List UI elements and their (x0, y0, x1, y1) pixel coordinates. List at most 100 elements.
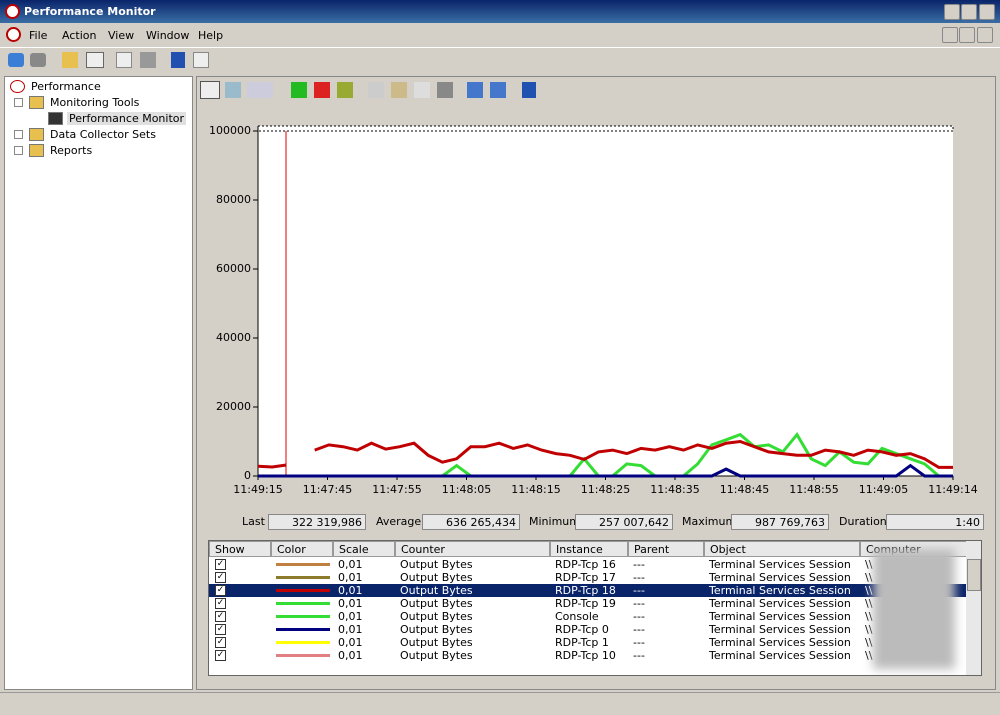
column-header[interactable]: Parent (628, 541, 704, 557)
child-restore[interactable] (959, 27, 975, 43)
table-row[interactable]: ✓ 0,01 Output Bytes RDP-Tcp 16 --- Terminal S… (209, 558, 966, 571)
child-close[interactable] (977, 27, 993, 43)
stat-label: Average (376, 515, 422, 528)
cell-computer: \\ (865, 558, 873, 571)
cell-parent: --- (633, 623, 645, 636)
forward[interactable] (30, 53, 46, 67)
minimize[interactable] (944, 4, 960, 20)
table-row[interactable]: ✓ 0,01 Output Bytes Console --- Terminal Serv… (209, 610, 966, 623)
cell-computer: \\ (865, 610, 873, 623)
tb-add[interactable] (291, 82, 307, 98)
tb-type[interactable] (247, 82, 273, 98)
cell-parent: --- (633, 597, 645, 610)
menu-item[interactable]: Window (146, 29, 190, 42)
close[interactable] (979, 4, 995, 20)
stat-label: Minimum (529, 515, 580, 528)
cell-parent: --- (633, 571, 645, 584)
cell-object: Terminal Services Session (709, 597, 851, 610)
cell-scale: 0,01 (338, 584, 363, 597)
column-header[interactable]: Color (271, 541, 333, 557)
up[interactable] (62, 52, 78, 68)
stat-value: 257 007,642 (599, 516, 669, 529)
tb-delete[interactable] (314, 82, 330, 98)
table-row[interactable]: ✓ 0,01 Output Bytes RDP-Tcp 10 --- Terminal S… (209, 649, 966, 662)
hatch (257, 125, 954, 132)
checkbox: ✓ (215, 598, 226, 609)
checkbox: ✓ (215, 637, 226, 648)
stat-value: 636 265,434 (446, 516, 516, 529)
column-header[interactable]: Scale (333, 541, 395, 557)
table-row[interactable]: ✓ 0,01 Output Bytes RDP-Tcp 17 --- Terminal S… (209, 571, 966, 584)
tb-update[interactable] (490, 82, 506, 98)
properties[interactable] (116, 52, 132, 68)
stat-label: Last (242, 515, 265, 528)
table-row[interactable]: ✓ 0,01 Output Bytes RDP-Tcp 19 --- Terminal S… (209, 597, 966, 610)
y-tick-label: 0 (244, 469, 251, 482)
cell-scale: 0,01 (338, 610, 363, 623)
tree-label[interactable]: Performance Monitor (67, 112, 187, 125)
tb-freeze[interactable] (467, 82, 483, 98)
column-header[interactable]: Counter (395, 541, 550, 557)
tb-highlight[interactable] (337, 82, 353, 98)
column-header[interactable]: Object (704, 541, 860, 557)
x-tick-label: 11:48:15 (511, 483, 560, 496)
tb-props[interactable] (414, 82, 430, 98)
help[interactable] (171, 52, 185, 68)
cell-scale: 0,01 (338, 623, 363, 636)
tree-label[interactable]: Reports (50, 144, 93, 157)
cell-object: Terminal Services Session (709, 649, 851, 662)
cell-scale: 0,01 (338, 558, 363, 571)
cell-counter: Output Bytes (400, 558, 473, 571)
tb-clear[interactable] (225, 82, 241, 98)
expander[interactable] (14, 146, 23, 155)
checkbox: ✓ (215, 585, 226, 596)
tree-label[interactable]: Data Collector Sets (50, 128, 156, 141)
app-icon (5, 4, 20, 19)
tb-zoom[interactable] (437, 82, 453, 98)
x-tick-label: 11:49:14 (928, 483, 977, 496)
expander[interactable] (14, 130, 23, 139)
tree-label[interactable]: Performance (31, 80, 101, 93)
back[interactable] (8, 53, 24, 67)
x-tick-label: 11:49:05 (859, 483, 908, 496)
child-min[interactable] (942, 27, 958, 43)
tb-paste[interactable] (391, 82, 407, 98)
table-row[interactable]: ✓ 0,01 Output Bytes RDP-Tcp 0 --- Terminal Se… (209, 623, 966, 636)
column-header[interactable]: Instance (550, 541, 628, 557)
menu-item[interactable]: View (108, 29, 135, 42)
menu-item[interactable]: Action (62, 29, 97, 42)
stat-box: 1:40 (886, 514, 984, 530)
cell-counter: Output Bytes (400, 623, 473, 636)
column-header[interactable]: Show (209, 541, 271, 557)
cell-object: Terminal Services Session (709, 636, 851, 649)
scroll-thumb[interactable] (967, 559, 981, 591)
show-tree[interactable] (86, 52, 104, 68)
cell-computer: \\ (865, 649, 873, 662)
x-tick-label: 11:49:15 (233, 483, 282, 496)
x-tick-label: 11:48:35 (650, 483, 699, 496)
color-swatch (276, 576, 330, 579)
color-swatch (276, 615, 330, 618)
expander[interactable] (14, 98, 23, 107)
table-row[interactable]: ✓ 0,01 Output Bytes RDP-Tcp 18 --- Terminal S… (209, 584, 966, 597)
view[interactable] (193, 52, 209, 68)
cell-counter: Output Bytes (400, 584, 473, 597)
tb-help[interactable] (522, 82, 536, 98)
cell-instance: RDP-Tcp 10 (555, 649, 616, 662)
tree-label[interactable]: Monitoring Tools (50, 96, 140, 109)
tb-graph[interactable] (200, 81, 220, 99)
maximize[interactable] (961, 4, 977, 20)
tree-icon (29, 128, 44, 141)
cell-computer: \\ (865, 636, 873, 649)
checkbox: ✓ (215, 624, 226, 635)
print[interactable] (140, 52, 156, 68)
tb-copy[interactable] (368, 82, 384, 98)
menu-item[interactable]: File (29, 29, 48, 42)
cell-instance: RDP-Tcp 0 (555, 623, 609, 636)
cell-counter: Output Bytes (400, 649, 473, 662)
table-row[interactable]: ✓ 0,01 Output Bytes RDP-Tcp 1 --- Terminal Se… (209, 636, 966, 649)
stat-box: 987 769,763 (731, 514, 829, 530)
y-tick-label: 80000 (216, 193, 251, 206)
menu-item[interactable]: Help (198, 29, 224, 42)
stat-value: 322 319,986 (292, 516, 362, 529)
